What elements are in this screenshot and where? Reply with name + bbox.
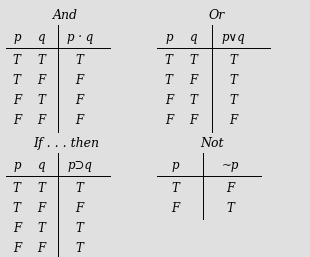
Text: F: F	[13, 94, 21, 107]
Text: F: F	[13, 222, 21, 235]
Text: F: F	[37, 114, 45, 127]
Text: p: p	[171, 159, 179, 172]
Text: T: T	[226, 202, 234, 215]
Text: T: T	[165, 74, 173, 87]
Text: T: T	[13, 202, 21, 215]
Text: And: And	[53, 9, 78, 22]
Text: T: T	[76, 222, 84, 235]
Text: T: T	[76, 54, 84, 67]
Text: p⊃q: p⊃q	[67, 159, 92, 172]
Text: T: T	[13, 74, 21, 87]
Text: Or: Or	[208, 9, 224, 22]
Text: q: q	[38, 31, 45, 44]
Text: T: T	[13, 54, 21, 67]
Text: If . . . then: If . . . then	[33, 136, 99, 150]
Text: F: F	[13, 114, 21, 127]
Text: F: F	[13, 242, 21, 255]
Text: p: p	[13, 159, 20, 172]
Text: T: T	[171, 182, 179, 195]
Text: T: T	[38, 54, 45, 67]
Text: F: F	[76, 114, 84, 127]
Text: q: q	[190, 31, 197, 44]
Text: p · q: p · q	[67, 31, 93, 44]
Text: F: F	[171, 202, 179, 215]
Text: T: T	[229, 94, 237, 107]
Text: T: T	[229, 54, 237, 67]
Text: T: T	[229, 74, 237, 87]
Text: p: p	[165, 31, 173, 44]
Text: T: T	[38, 94, 45, 107]
Text: F: F	[165, 114, 173, 127]
Text: F: F	[76, 202, 84, 215]
Text: T: T	[76, 182, 84, 195]
Text: Not: Not	[200, 136, 224, 150]
Text: F: F	[76, 74, 84, 87]
Text: F: F	[189, 74, 197, 87]
Text: F: F	[226, 182, 234, 195]
Text: p∨q: p∨q	[222, 31, 245, 44]
Text: T: T	[38, 222, 45, 235]
Text: T: T	[189, 94, 197, 107]
Text: F: F	[229, 114, 237, 127]
Text: F: F	[37, 202, 45, 215]
Text: F: F	[37, 74, 45, 87]
Text: T: T	[165, 54, 173, 67]
Text: ~p: ~p	[222, 159, 239, 172]
Text: T: T	[13, 182, 21, 195]
Text: F: F	[165, 94, 173, 107]
Text: T: T	[76, 242, 84, 255]
Text: T: T	[189, 54, 197, 67]
Text: q: q	[38, 159, 45, 172]
Text: T: T	[38, 182, 45, 195]
Text: F: F	[37, 242, 45, 255]
Text: p: p	[13, 31, 20, 44]
Text: F: F	[76, 94, 84, 107]
Text: F: F	[189, 114, 197, 127]
